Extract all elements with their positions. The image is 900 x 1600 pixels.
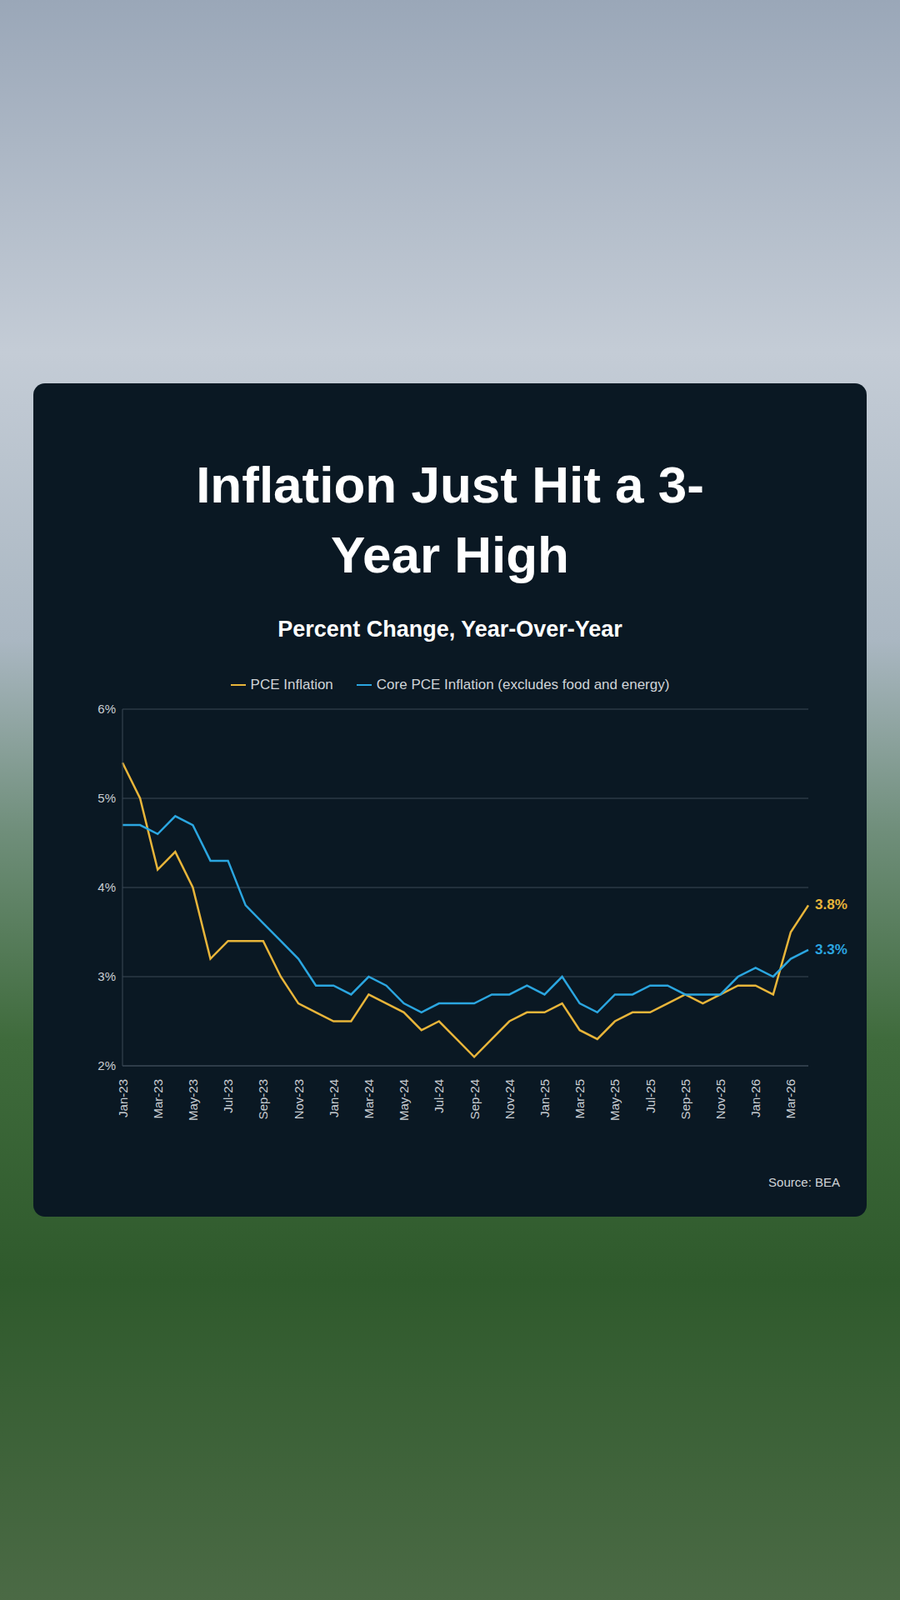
svg-text:5%: 5% [97,790,116,805]
svg-text:Mar-24: Mar-24 [361,1079,376,1120]
svg-text:Jul-24: Jul-24 [431,1079,446,1114]
svg-text:Jan-24: Jan-24 [326,1079,341,1118]
svg-text:Sep-23: Sep-23 [255,1079,270,1120]
svg-text:Jan-26: Jan-26 [748,1079,763,1118]
html-text:Percent Change, Year-Over-Year: Percent Change, Year-Over-Year [277,616,623,642]
svg-text:Jan-23: Jan-23 [115,1079,130,1118]
html-text:Source: BEA: Source: BEA [768,1175,840,1190]
svg-text:6%: 6% [97,701,116,716]
svg-text:Sep-25: Sep-25 [678,1079,693,1120]
html-text:Core PCE Inflation (excludes f: Core PCE Inflation (excludes food and en… [376,676,670,693]
svg-text:Nov-24: Nov-24 [502,1079,517,1120]
svg-text:3%: 3% [97,969,116,984]
svg-text:Jan-25: Jan-25 [537,1079,552,1118]
svg-text:Mar-26: Mar-26 [783,1079,798,1120]
svg-text:Jul-25: Jul-25 [643,1079,658,1114]
svg-text:May-24: May-24 [396,1079,411,1121]
svg-text:May-23: May-23 [185,1079,200,1121]
svg-text:Jul-23: Jul-23 [220,1079,235,1114]
svg-text:Sep-24: Sep-24 [467,1079,482,1120]
svg-text:May-25: May-25 [607,1079,622,1121]
svg-text:4%: 4% [97,880,116,895]
svg-text:3.8%: 3.8% [815,896,848,913]
html-text:Inflation Just Hit a 3-Year Hi: Inflation Just Hit a 3-Year High [195,455,705,584]
svg-text:Nov-25: Nov-25 [713,1079,728,1120]
svg-text:Mar-23: Mar-23 [150,1079,165,1120]
svg-text:Mar-25: Mar-25 [572,1079,587,1120]
svg-text:Nov-23: Nov-23 [291,1079,306,1120]
svg-text:3.3%: 3.3% [815,941,848,958]
svg-text:2%: 2% [97,1058,116,1073]
html-text:PCE Inflation: PCE Inflation [250,676,334,693]
